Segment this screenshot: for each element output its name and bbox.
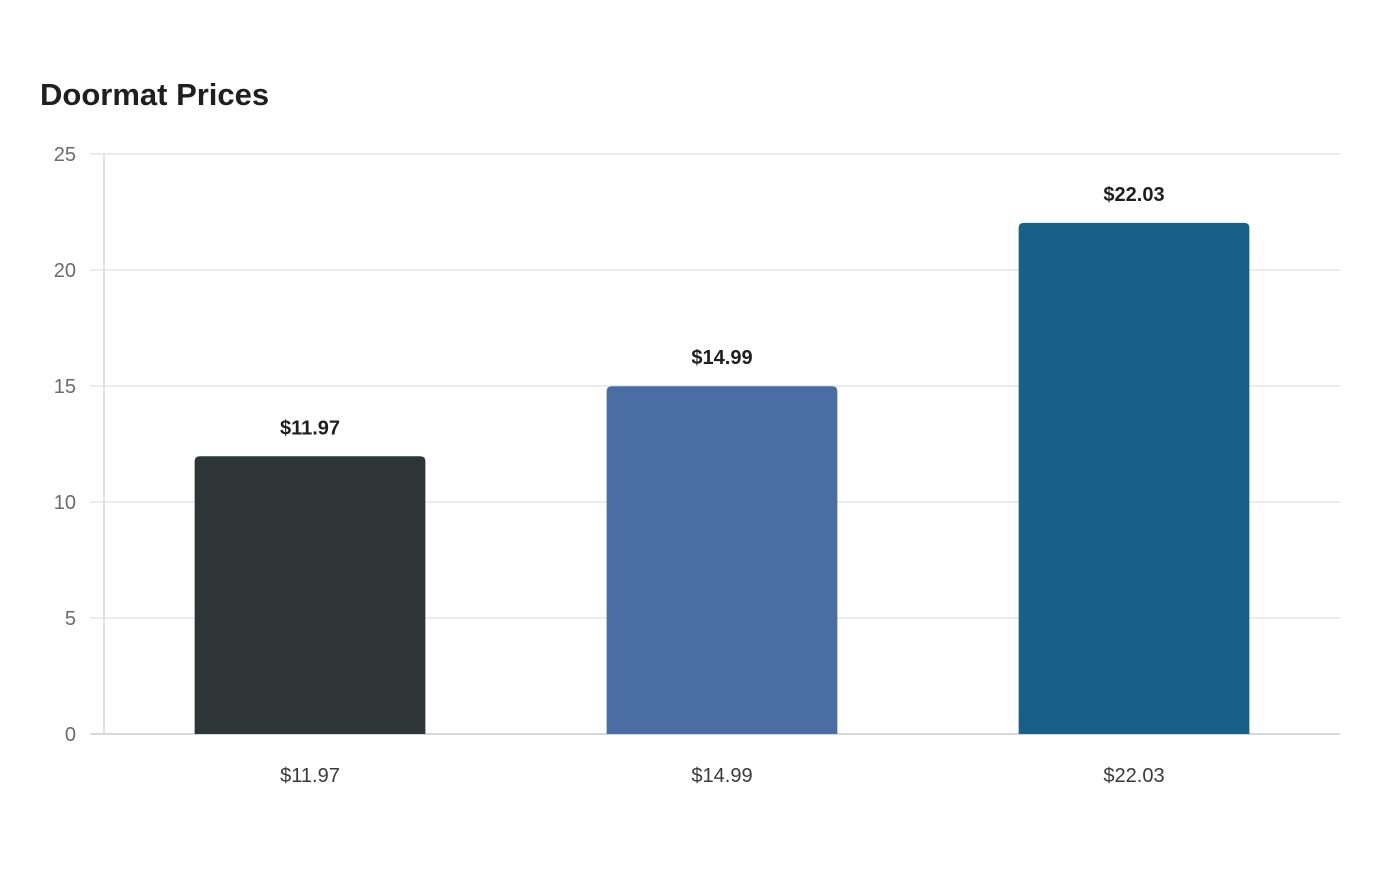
data-labels: $11.97 $14.99 $22.03 (280, 184, 1165, 439)
x-tick-label: $11.97 (280, 765, 340, 787)
y-tick-label: 20 (54, 260, 76, 282)
y-tick-label: 15 (54, 376, 76, 398)
chart-title: Doormat Prices (40, 77, 270, 112)
bar-value-label: $22.03 (1103, 184, 1164, 206)
bars (194, 222, 1250, 735)
bar (606, 386, 838, 734)
y-tick-label: 25 (54, 144, 76, 166)
y-axis-ticks: 0 5 10 15 20 25 (54, 144, 76, 746)
bar (194, 456, 426, 734)
bar-value-label: $11.97 (280, 417, 340, 439)
x-tick-label: $22.03 (1103, 765, 1164, 787)
bar (1018, 222, 1250, 735)
x-axis-labels: $11.97 $14.99 $22.03 (280, 765, 1164, 787)
bar-value-label: $14.99 (691, 347, 752, 369)
y-tick-label: 5 (65, 608, 76, 630)
y-tick-label: 0 (65, 724, 76, 746)
x-tick-label: $14.99 (691, 765, 752, 787)
y-tick-label: 10 (54, 492, 76, 514)
